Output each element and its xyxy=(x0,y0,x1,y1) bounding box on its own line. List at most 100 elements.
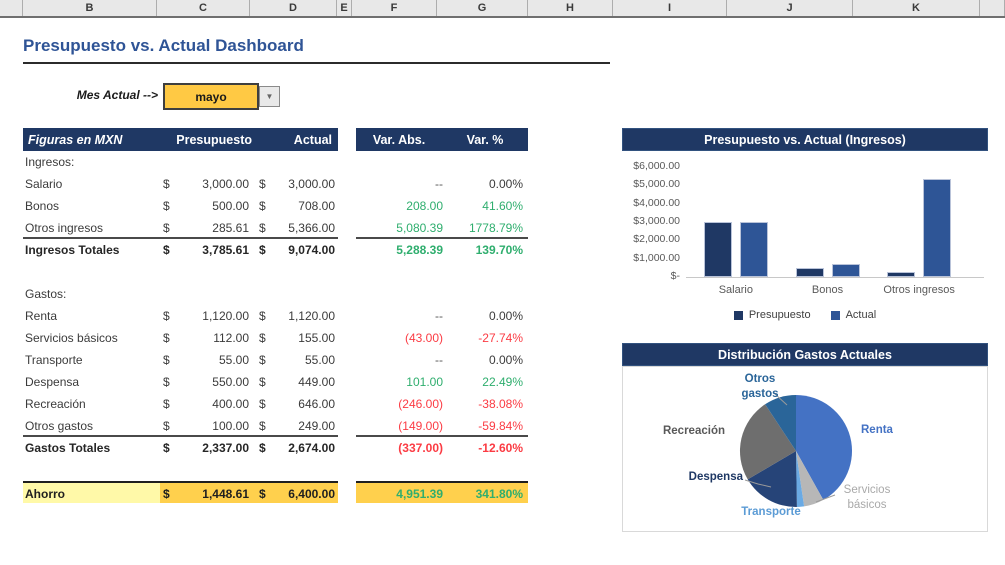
cell-var-abs[interactable]: (43.00) xyxy=(404,331,443,345)
cell-label[interactable]: Salario xyxy=(25,177,63,191)
cell-budget[interactable]: $550.00 xyxy=(160,371,251,393)
chevron-down-icon[interactable]: ▼ xyxy=(259,86,280,107)
column-header-D[interactable]: D xyxy=(250,0,337,16)
cell-actual[interactable]: $708.00 xyxy=(251,195,338,217)
cell-actual[interactable]: $249.00 xyxy=(251,415,338,437)
cell-label[interactable]: Ahorro xyxy=(23,481,160,503)
column-header-I[interactable]: I xyxy=(613,0,727,16)
cell-actual[interactable]: $5,366.00 xyxy=(251,217,338,239)
cell-label[interactable]: Renta xyxy=(25,309,58,323)
column-header-C[interactable]: C xyxy=(157,0,250,16)
cell-var-pct[interactable]: 139.70% xyxy=(475,243,523,257)
cell-label[interactable]: Bonos xyxy=(25,199,60,213)
cell-var-pct[interactable]: 22.49% xyxy=(482,375,523,389)
cell-budget[interactable]: $100.00 xyxy=(160,415,251,437)
table-row-transporte[interactable]: Transporte $55.00 $55.00 -- 0.00% xyxy=(23,349,528,371)
cell-budget[interactable]: $2,337.00 xyxy=(160,437,251,459)
cell-var-abs[interactable]: 5,288.39 xyxy=(396,243,443,257)
cell-var-abs[interactable] xyxy=(356,283,447,305)
cell-label[interactable] xyxy=(23,459,160,481)
cell-var-pct[interactable]: -12.60% xyxy=(478,441,523,455)
cell-var-abs[interactable] xyxy=(356,459,447,481)
cell-var-pct[interactable]: -27.74% xyxy=(478,331,523,345)
cell-budget[interactable] xyxy=(160,151,251,173)
cell-var-abs[interactable]: 5,080.39 xyxy=(356,217,447,239)
cell-label[interactable]: Recreación xyxy=(25,397,86,411)
cell-var-abs[interactable] xyxy=(356,151,447,173)
cell-budget[interactable]: $1,120.00 xyxy=(160,305,251,327)
table-row-renta[interactable]: Renta $1,120.00 $1,120.00 -- 0.00% xyxy=(23,305,528,327)
cell-var-abs[interactable]: (149.00) xyxy=(356,415,447,437)
cell-actual[interactable] xyxy=(251,459,338,481)
cell-var-abs[interactable]: 101.00 xyxy=(406,375,443,389)
cell-actual[interactable] xyxy=(251,151,338,173)
cell-actual[interactable]: $6,400.00 xyxy=(251,481,338,503)
table-row-gastos-totales[interactable]: Gastos Totales $2,337.00 $2,674.00 (337.00)… xyxy=(23,437,528,459)
table-row-recreaci-n[interactable]: Recreación $400.00 $646.00 (246.00) -38.08% xyxy=(23,393,528,415)
cell-var-pct[interactable]: 0.00% xyxy=(488,309,523,323)
cell-label[interactable]: Otros ingresos xyxy=(23,217,160,239)
cell-budget[interactable]: $3,785.61 xyxy=(160,239,251,261)
table-row[interactable] xyxy=(23,261,528,283)
cell-budget[interactable] xyxy=(160,283,251,305)
cell-label[interactable]: Ingresos Totales xyxy=(25,243,120,257)
table-row-despensa[interactable]: Despensa $550.00 $449.00 101.00 22.49% xyxy=(23,371,528,393)
cell-actual[interactable]: $646.00 xyxy=(251,393,338,415)
cell-var-abs[interactable]: 4,951.39 xyxy=(356,481,447,503)
cell-label[interactable]: Ingresos: xyxy=(25,155,75,169)
column-header-K[interactable]: K xyxy=(853,0,980,16)
table-row-otros-ingresos[interactable]: Otros ingresos $285.61 $5,366.00 5,080.39 17… xyxy=(23,217,528,239)
cell-budget[interactable]: $400.00 xyxy=(160,393,251,415)
cell-actual[interactable]: $9,074.00 xyxy=(251,239,338,261)
cell-var-pct[interactable] xyxy=(447,151,528,173)
bar-chart[interactable]: $6,000.00 $5,000.00 $4,000.00 $3,000.00 $2,0… xyxy=(622,151,988,343)
cell-var-pct[interactable]: 1778.79% xyxy=(447,217,528,239)
cell-budget[interactable]: $285.61 xyxy=(160,217,251,239)
cell-actual[interactable]: $55.00 xyxy=(251,349,338,371)
cell-actual[interactable] xyxy=(251,261,338,283)
cell-var-pct[interactable]: 0.00% xyxy=(488,353,523,367)
cell-var-abs[interactable]: -- xyxy=(435,177,443,191)
month-selector-value[interactable]: mayo xyxy=(163,83,259,110)
cell-var-pct[interactable] xyxy=(447,459,528,481)
cell-label[interactable]: Gastos: xyxy=(25,287,67,301)
cell-budget[interactable]: $1,448.61 xyxy=(160,481,251,503)
cell-var-pct[interactable]: 341.80% xyxy=(447,481,528,503)
cell-budget[interactable]: $3,000.00 xyxy=(160,173,251,195)
cell-budget[interactable]: $55.00 xyxy=(160,349,251,371)
cell-var-abs[interactable]: -- xyxy=(435,353,443,367)
cell-actual[interactable]: $3,000.00 xyxy=(251,173,338,195)
table-row-servicios-b-sicos[interactable]: Servicios básicos $112.00 $155.00 (43.00) -2… xyxy=(23,327,528,349)
table-row-salario[interactable]: Salario $3,000.00 $3,000.00 -- 0.00% xyxy=(23,173,528,195)
cell-var-pct[interactable]: 41.60% xyxy=(482,199,523,213)
table-row-gastos[interactable]: Gastos: xyxy=(23,283,528,305)
cell-actual[interactable]: $155.00 xyxy=(251,327,338,349)
column-header-F[interactable]: F xyxy=(352,0,437,16)
cell-var-abs[interactable]: (246.00) xyxy=(398,397,443,411)
table-row-bonos[interactable]: Bonos $500.00 $708.00 208.00 41.60% xyxy=(23,195,528,217)
column-header-E[interactable]: E xyxy=(337,0,352,16)
table-row-ingresos[interactable]: Ingresos: xyxy=(23,151,528,173)
cell-budget[interactable] xyxy=(160,261,251,283)
cell-actual[interactable]: $449.00 xyxy=(251,371,338,393)
column-header-H[interactable]: H xyxy=(528,0,613,16)
cell-label[interactable]: Despensa xyxy=(25,375,80,389)
cell-label[interactable]: Servicios básicos xyxy=(25,331,118,345)
cell-budget[interactable]: $112.00 xyxy=(160,327,251,349)
cell-label[interactable]: Gastos Totales xyxy=(25,441,111,455)
cell-actual[interactable]: $2,674.00 xyxy=(251,437,338,459)
table-row-otros-gastos[interactable]: Otros gastos $100.00 $249.00 (149.00) -59.84… xyxy=(23,415,528,437)
table-row-ahorro[interactable]: Ahorro $1,448.61 $6,400.00 4,951.39 341.80% xyxy=(23,481,528,503)
cell-var-pct[interactable]: 0.00% xyxy=(488,177,523,191)
column-header-J[interactable]: J xyxy=(727,0,853,16)
table-row-ingresos-totales[interactable]: Ingresos Totales $3,785.61 $9,074.00 5,288.… xyxy=(23,239,528,261)
cell-var-pct[interactable]: -59.84% xyxy=(447,415,528,437)
cell-actual[interactable]: $1,120.00 xyxy=(251,305,338,327)
cell-budget[interactable]: $500.00 xyxy=(160,195,251,217)
column-header-B[interactable]: B xyxy=(23,0,157,16)
table-row[interactable] xyxy=(23,459,528,481)
cell-var-abs[interactable]: -- xyxy=(435,309,443,323)
cell-var-abs[interactable]: 208.00 xyxy=(406,199,443,213)
pie-chart[interactable]: Renta Servicios básicos Transporte Despensa… xyxy=(622,366,988,532)
column-header-G[interactable]: G xyxy=(437,0,528,16)
